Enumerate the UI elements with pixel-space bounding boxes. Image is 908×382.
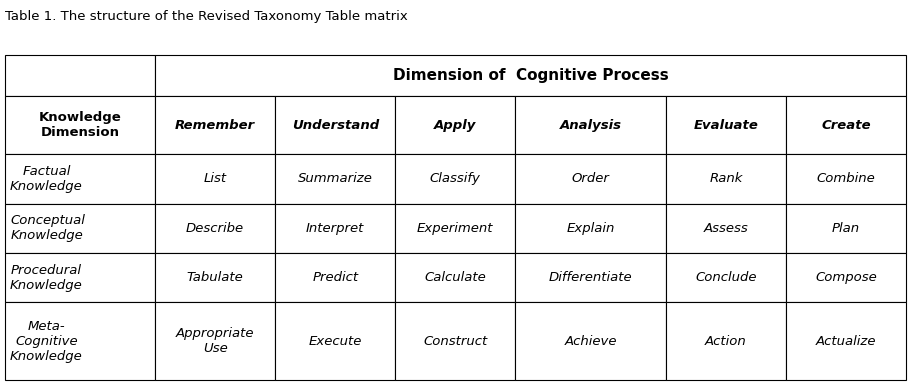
Bar [786,204,906,253]
Text: Tabulate: Tabulate [187,271,243,284]
Text: Achieve: Achieve [565,335,617,348]
Bar [666,253,786,303]
Bar [155,154,275,204]
Text: Table 1. The structure of the Revised Taxonomy Table matrix: Table 1. The structure of the Revised Ta… [5,10,408,23]
Bar [275,253,395,303]
Text: Analysis: Analysis [559,118,622,131]
Bar [666,303,786,380]
Text: Plan: Plan [832,222,860,235]
Bar [5,154,155,204]
Text: Understand: Understand [291,118,379,131]
Text: Classify: Classify [429,172,481,185]
Bar [5,253,155,303]
Bar [395,303,516,380]
Text: Dimension of  Cognitive Process: Dimension of Cognitive Process [393,68,668,83]
Text: Order: Order [572,172,609,185]
Bar [516,253,666,303]
Bar [786,303,906,380]
Text: Differentiate: Differentiate [549,271,633,284]
Text: Combine: Combine [817,172,875,185]
Text: Apply: Apply [434,118,477,131]
Bar [395,253,516,303]
Text: Compose: Compose [815,271,877,284]
Bar [275,154,395,204]
Bar [275,96,395,154]
Text: Evaluate: Evaluate [694,118,758,131]
Bar [395,96,516,154]
Bar [155,253,275,303]
Bar [666,96,786,154]
Text: Conceptual
Knowledge: Conceptual Knowledge [10,214,84,242]
Text: Knowledge
Dimension: Knowledge Dimension [38,111,122,139]
Text: Execute: Execute [309,335,362,348]
Text: List: List [203,172,227,185]
Text: Construct: Construct [423,335,488,348]
Text: Factual
Knowledge: Factual Knowledge [10,165,83,193]
Bar [5,204,155,253]
Text: Conclude: Conclude [696,271,756,284]
Bar [516,204,666,253]
Text: Create: Create [822,118,871,131]
Bar [5,96,155,154]
Text: Interpret: Interpret [306,222,364,235]
Bar [5,303,155,380]
Bar [786,253,906,303]
Bar [666,154,786,204]
Bar [666,204,786,253]
Bar [5,55,155,96]
Text: Procedural
Knowledge: Procedural Knowledge [10,264,83,292]
Text: Explain: Explain [567,222,615,235]
Bar [155,204,275,253]
Text: Calculate: Calculate [424,271,487,284]
Bar [516,96,666,154]
Bar [395,204,516,253]
Text: Remember: Remember [175,118,255,131]
Bar [155,96,275,154]
Bar [155,303,275,380]
Bar [786,96,906,154]
Bar [275,204,395,253]
Text: Experiment: Experiment [417,222,494,235]
Text: Meta-
Cognitive
Knowledge: Meta- Cognitive Knowledge [10,320,83,363]
Bar [516,303,666,380]
Text: Appropriate
Use: Appropriate Use [176,327,254,355]
Bar [786,154,906,204]
Bar [395,154,516,204]
Bar [155,55,906,96]
Text: Describe: Describe [186,222,244,235]
Text: Action: Action [706,335,747,348]
Text: Predict: Predict [312,271,359,284]
Text: Rank: Rank [709,172,743,185]
Text: Assess: Assess [704,222,748,235]
Bar [275,303,395,380]
Text: Summarize: Summarize [298,172,372,185]
Bar [516,154,666,204]
Text: Actualize: Actualize [816,335,876,348]
